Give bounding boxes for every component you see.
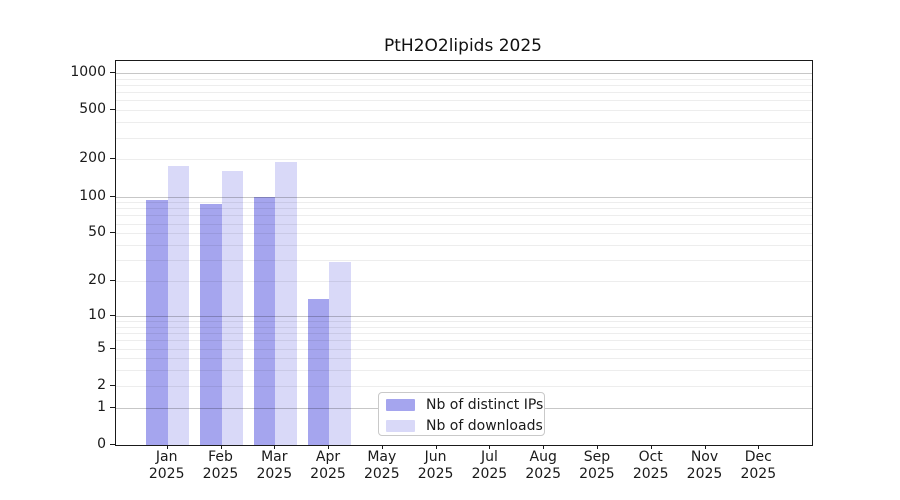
x-tick-mark (489, 445, 491, 449)
gridline-minor (116, 137, 812, 139)
legend-label: Nb of downloads (426, 417, 543, 434)
gridline-minor (116, 223, 812, 225)
legend: Nb of distinct IPs Nb of downloads (378, 392, 545, 436)
x-tick-mark (166, 445, 168, 449)
gridline-minor (116, 358, 812, 360)
x-tick-label: Oct 2025 (632, 449, 669, 482)
x-tick-label: Jan 2025 (148, 449, 185, 482)
gridline-minor (116, 340, 812, 342)
y-tick-mark (110, 280, 115, 281)
gridline-major (116, 72, 812, 74)
gridline-minor (116, 208, 812, 210)
x-tick-mark (543, 445, 545, 449)
y-tick-label: 5 (97, 339, 106, 356)
gridline-minor (116, 202, 812, 204)
gridline-minor (116, 321, 812, 322)
y-tick-mark (110, 195, 115, 197)
x-tick-label: Apr 2025 (310, 449, 346, 482)
y-tick-label: 50 (88, 224, 106, 241)
y-tick-label: 2 (97, 376, 106, 393)
x-tick-label: Aug 2025 (525, 449, 561, 482)
bar-downloads (329, 261, 351, 445)
x-tick-label: Feb 2025 (202, 449, 239, 482)
legend-item: Nb of distinct IPs (379, 394, 544, 415)
legend-swatch-distinct-ips (386, 398, 415, 411)
gridline-minor (116, 110, 812, 112)
bar-downloads (221, 171, 243, 445)
chart-title: PtH2O2lipids 2025 (384, 36, 542, 56)
y-tick-mark (110, 444, 115, 445)
gridline-major (116, 315, 812, 317)
x-tick-mark (704, 445, 706, 449)
x-tick-mark (328, 445, 329, 449)
legend-swatch-downloads (386, 419, 415, 432)
x-tick-mark (650, 445, 652, 449)
y-tick-mark (110, 314, 115, 316)
y-tick-mark (110, 158, 115, 160)
y-tick-mark (110, 384, 115, 386)
gridline-minor (116, 122, 812, 124)
bar-downloads (275, 161, 297, 445)
gridline-minor (116, 215, 812, 217)
y-tick-label: 20 (88, 272, 106, 288)
y-tick-mark (110, 232, 115, 234)
gridline-minor (116, 348, 812, 350)
gridline-minor (116, 281, 812, 282)
gridline-minor (116, 100, 812, 102)
legend-label: Nb of distinct IPs (426, 396, 544, 413)
x-tick-mark (220, 445, 222, 449)
bar-distinct-ips (307, 299, 329, 445)
bar-downloads (167, 165, 190, 445)
gridline-minor (116, 92, 812, 94)
gridline-minor (116, 260, 812, 262)
gridline-minor (116, 78, 812, 80)
gridline-minor (116, 333, 812, 334)
y-tick-mark (110, 71, 115, 73)
y-tick-mark (110, 109, 115, 111)
x-tick-mark (274, 445, 276, 449)
y-tick-label: 0 (97, 436, 106, 452)
gridline-minor (116, 245, 812, 246)
y-tick-label: 10 (88, 306, 106, 323)
gridline-minor (116, 233, 812, 235)
x-tick-mark (435, 445, 437, 449)
y-tick-label: 100 (79, 187, 106, 204)
gridline-minor (116, 370, 812, 372)
gridline-minor (116, 84, 812, 86)
x-tick-mark (381, 445, 383, 449)
bar-distinct-ips (200, 203, 222, 445)
gridline-major (116, 196, 812, 198)
gridline-minor (116, 159, 812, 161)
y-tick-mark (110, 347, 115, 349)
x-tick-label: Jun 2025 (417, 449, 454, 482)
y-tick-label: 500 (79, 101, 106, 118)
x-tick-label: May 2025 (363, 449, 400, 482)
gridline-minor (116, 326, 812, 328)
x-tick-mark (758, 445, 760, 449)
x-tick-label: Mar 2025 (256, 449, 293, 482)
bar-distinct-ips (146, 200, 168, 445)
x-tick-label: Dec 2025 (740, 449, 777, 482)
plot-area (115, 60, 813, 446)
y-tick-label: 1000 (70, 63, 106, 80)
y-tick-label: 200 (79, 150, 106, 167)
y-tick-mark (110, 406, 115, 408)
x-tick-mark (596, 445, 598, 449)
x-tick-label: Sep 2025 (579, 449, 615, 482)
y-tick-label: 1 (97, 398, 106, 415)
legend-item: Nb of downloads (379, 415, 544, 436)
bar-distinct-ips (253, 196, 276, 445)
x-tick-label: Jul 2025 (471, 449, 508, 482)
x-tick-label: Nov 2025 (686, 449, 723, 482)
gridline-minor (116, 385, 812, 387)
